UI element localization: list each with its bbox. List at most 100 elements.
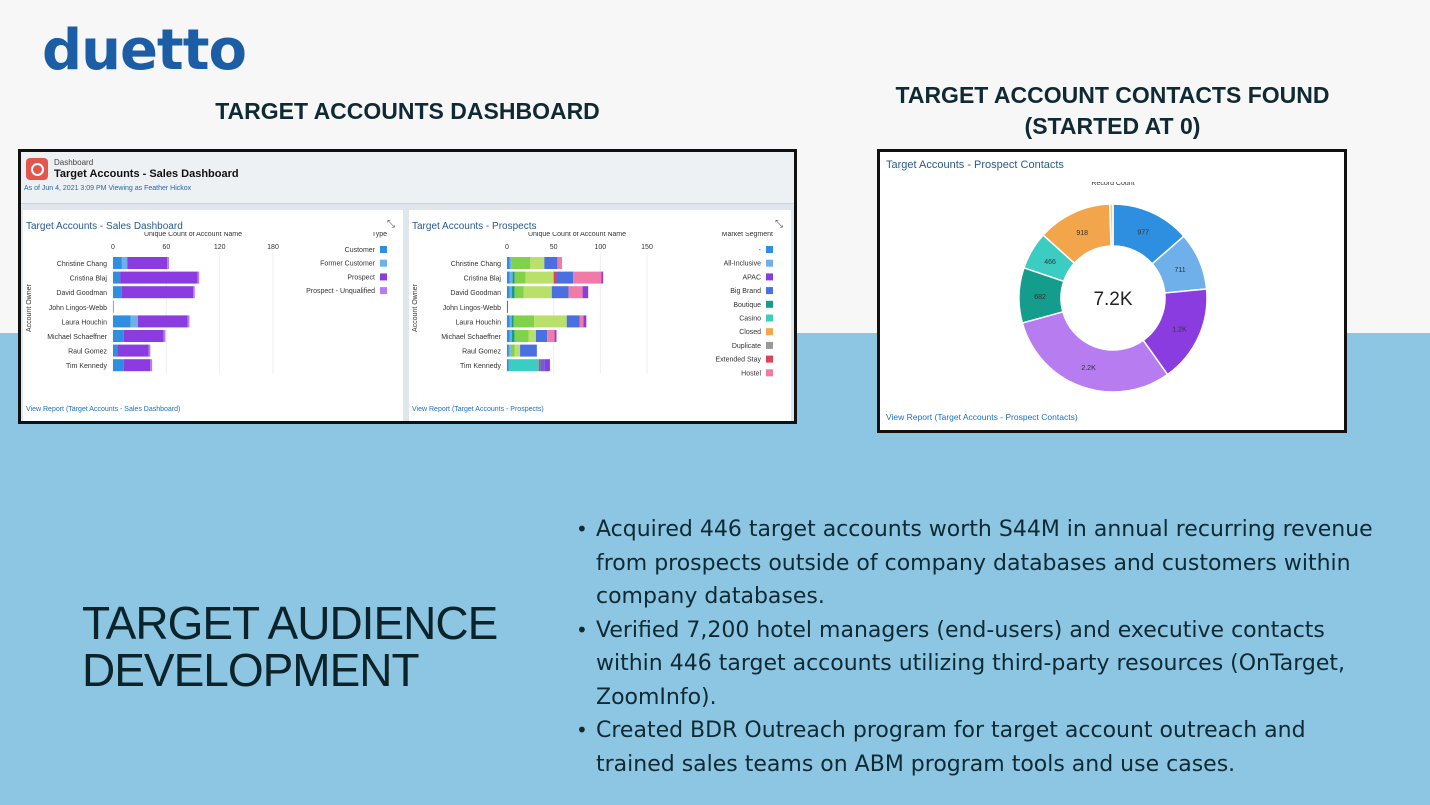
- bar-segment: [113, 286, 122, 299]
- prospects-bar-chart: Unique Count of Account Name 0 50 100 150 Acc…: [412, 232, 773, 377]
- bar-segment: [113, 300, 114, 313]
- bar-segment: [514, 344, 521, 357]
- view-report-link[interactable]: View Report (Target Accounts - Prospects…: [412, 406, 544, 413]
- bar-segment: [507, 315, 510, 328]
- bar-segment: [525, 271, 554, 284]
- legend-label: Customer: [345, 247, 376, 254]
- category-label: David Goodman: [56, 290, 107, 297]
- bar-segment: [113, 344, 118, 357]
- legend-label: Prospect - Unqualified: [306, 288, 375, 295]
- bar-segment: [117, 344, 149, 357]
- bar-segment: [507, 286, 510, 299]
- bar-segment: [167, 257, 169, 269]
- dashboard-header: Dashboard Target Accounts - Sales Dashbo…: [21, 152, 794, 204]
- category-label: Laura Houchin: [455, 319, 501, 326]
- bar-segment: [148, 344, 151, 357]
- x-tick-label: 50: [550, 244, 558, 251]
- bar-segment: [509, 257, 512, 269]
- slice-label: 918: [1076, 230, 1088, 237]
- bar-segment: [507, 359, 509, 372]
- legend-label: All-Inclusive: [724, 261, 761, 268]
- slice-label: 682: [1034, 294, 1046, 301]
- bar-segment: [507, 344, 509, 357]
- dashboard-screenshot: Dashboard Target Accounts - Sales Dashbo…: [18, 149, 797, 424]
- legend-swatch: [380, 259, 387, 267]
- slice-label: 977: [1137, 230, 1149, 237]
- y-axis-label: Account Owner: [26, 284, 33, 333]
- bar-segment: [511, 286, 515, 299]
- bar-segment: [113, 271, 121, 284]
- bullet-item: Verified 7,200 hotel managers (end-users…: [576, 614, 1376, 715]
- x-tick-label: 0: [505, 244, 509, 251]
- legend-swatch: [766, 259, 773, 267]
- contacts-panel-title: Target Accounts - Prospect Contacts: [886, 159, 1064, 171]
- bar-segment: [507, 271, 510, 284]
- panel-sales-dashboard: Target Accounts - Sales Dashboard ⤡ Uniq…: [23, 210, 403, 421]
- bar-segment: [150, 359, 153, 372]
- legend-label: -: [759, 247, 762, 254]
- legend-label: Duplicate: [732, 343, 761, 350]
- bar-segment: [511, 330, 515, 342]
- slice-label: 466: [1044, 259, 1056, 266]
- bar-segment: [547, 330, 555, 342]
- legend-swatch: [766, 273, 773, 281]
- x-tick-label: 0: [111, 244, 115, 251]
- legend-swatch: [766, 287, 773, 295]
- bar-segment: [553, 271, 557, 284]
- bar-segment: [197, 271, 200, 284]
- section-title-line1: TARGET AUDIENCE: [82, 597, 498, 649]
- breadcrumb[interactable]: Dashboard: [54, 158, 94, 167]
- category-label: Christine Chang: [451, 261, 501, 268]
- legend-swatch: [380, 287, 387, 295]
- chart-title: Unique Count of Account Name: [144, 232, 242, 238]
- category-label: Cristina Blaj: [464, 276, 502, 283]
- bar-segment: [113, 315, 131, 328]
- legend-label: Prospect: [347, 274, 375, 281]
- category-label: Tim Kennedy: [460, 363, 501, 370]
- bar-segment: [534, 315, 567, 328]
- bar-segment: [187, 315, 190, 328]
- x-tick-label: 150: [641, 244, 653, 251]
- bar-segment: [137, 315, 188, 328]
- contacts-screenshot: Target Accounts - Prospect Contacts Reco…: [877, 149, 1347, 433]
- bar-segment: [568, 286, 583, 299]
- bar-segment: [509, 315, 512, 328]
- view-report-link[interactable]: View Report (Target Accounts - Prospect …: [886, 412, 1078, 422]
- category-label: Tim Kennedy: [66, 363, 107, 370]
- x-tick-label: 60: [162, 244, 170, 251]
- bar-segment: [583, 315, 587, 328]
- x-tick-label: 180: [267, 244, 279, 251]
- legend-label: Former Customer: [320, 261, 376, 268]
- bar-segment: [193, 286, 195, 299]
- bar-segment: [507, 257, 510, 269]
- bar-segment: [573, 271, 602, 284]
- bullet-item: Acquired 446 target accounts worth S44M …: [576, 513, 1376, 614]
- dashboard-app-icon: [26, 158, 48, 180]
- bar-segment: [120, 271, 198, 284]
- bar-segment: [511, 257, 531, 269]
- legend-swatch: [766, 369, 773, 377]
- bar-segment: [582, 286, 589, 299]
- view-report-link[interactable]: View Report (Target Accounts - Sales Das…: [26, 406, 181, 413]
- legend-label: Hostel: [741, 370, 761, 377]
- bar-segment: [508, 344, 511, 357]
- category-label: Michael Schaeffner: [47, 334, 107, 341]
- expand-icon[interactable]: ⤡: [387, 219, 395, 230]
- legend-swatch: [766, 300, 773, 308]
- panel-title: Target Accounts - Prospects: [412, 221, 537, 232]
- category-label: Laura Houchin: [61, 319, 107, 326]
- category-label: Cristina Blaj: [70, 276, 108, 283]
- bar-segment: [509, 271, 513, 284]
- bar-segment: [510, 344, 515, 357]
- as-of-text: As of Jun 4, 2021 3:09 PM Viewing as Fea…: [24, 185, 192, 192]
- bar-segment: [554, 330, 557, 342]
- legend-swatch: [766, 355, 773, 363]
- expand-icon[interactable]: ⤡: [775, 219, 783, 230]
- bullet-item: Created BDR Outreach program for target …: [576, 714, 1376, 781]
- bar-segment: [520, 344, 537, 357]
- bar-segment: [540, 359, 545, 372]
- bar-segment: [566, 315, 580, 328]
- x-tick-label: 120: [214, 244, 226, 251]
- category-label: Raul Gomez: [68, 349, 107, 356]
- bar-segment: [130, 315, 138, 328]
